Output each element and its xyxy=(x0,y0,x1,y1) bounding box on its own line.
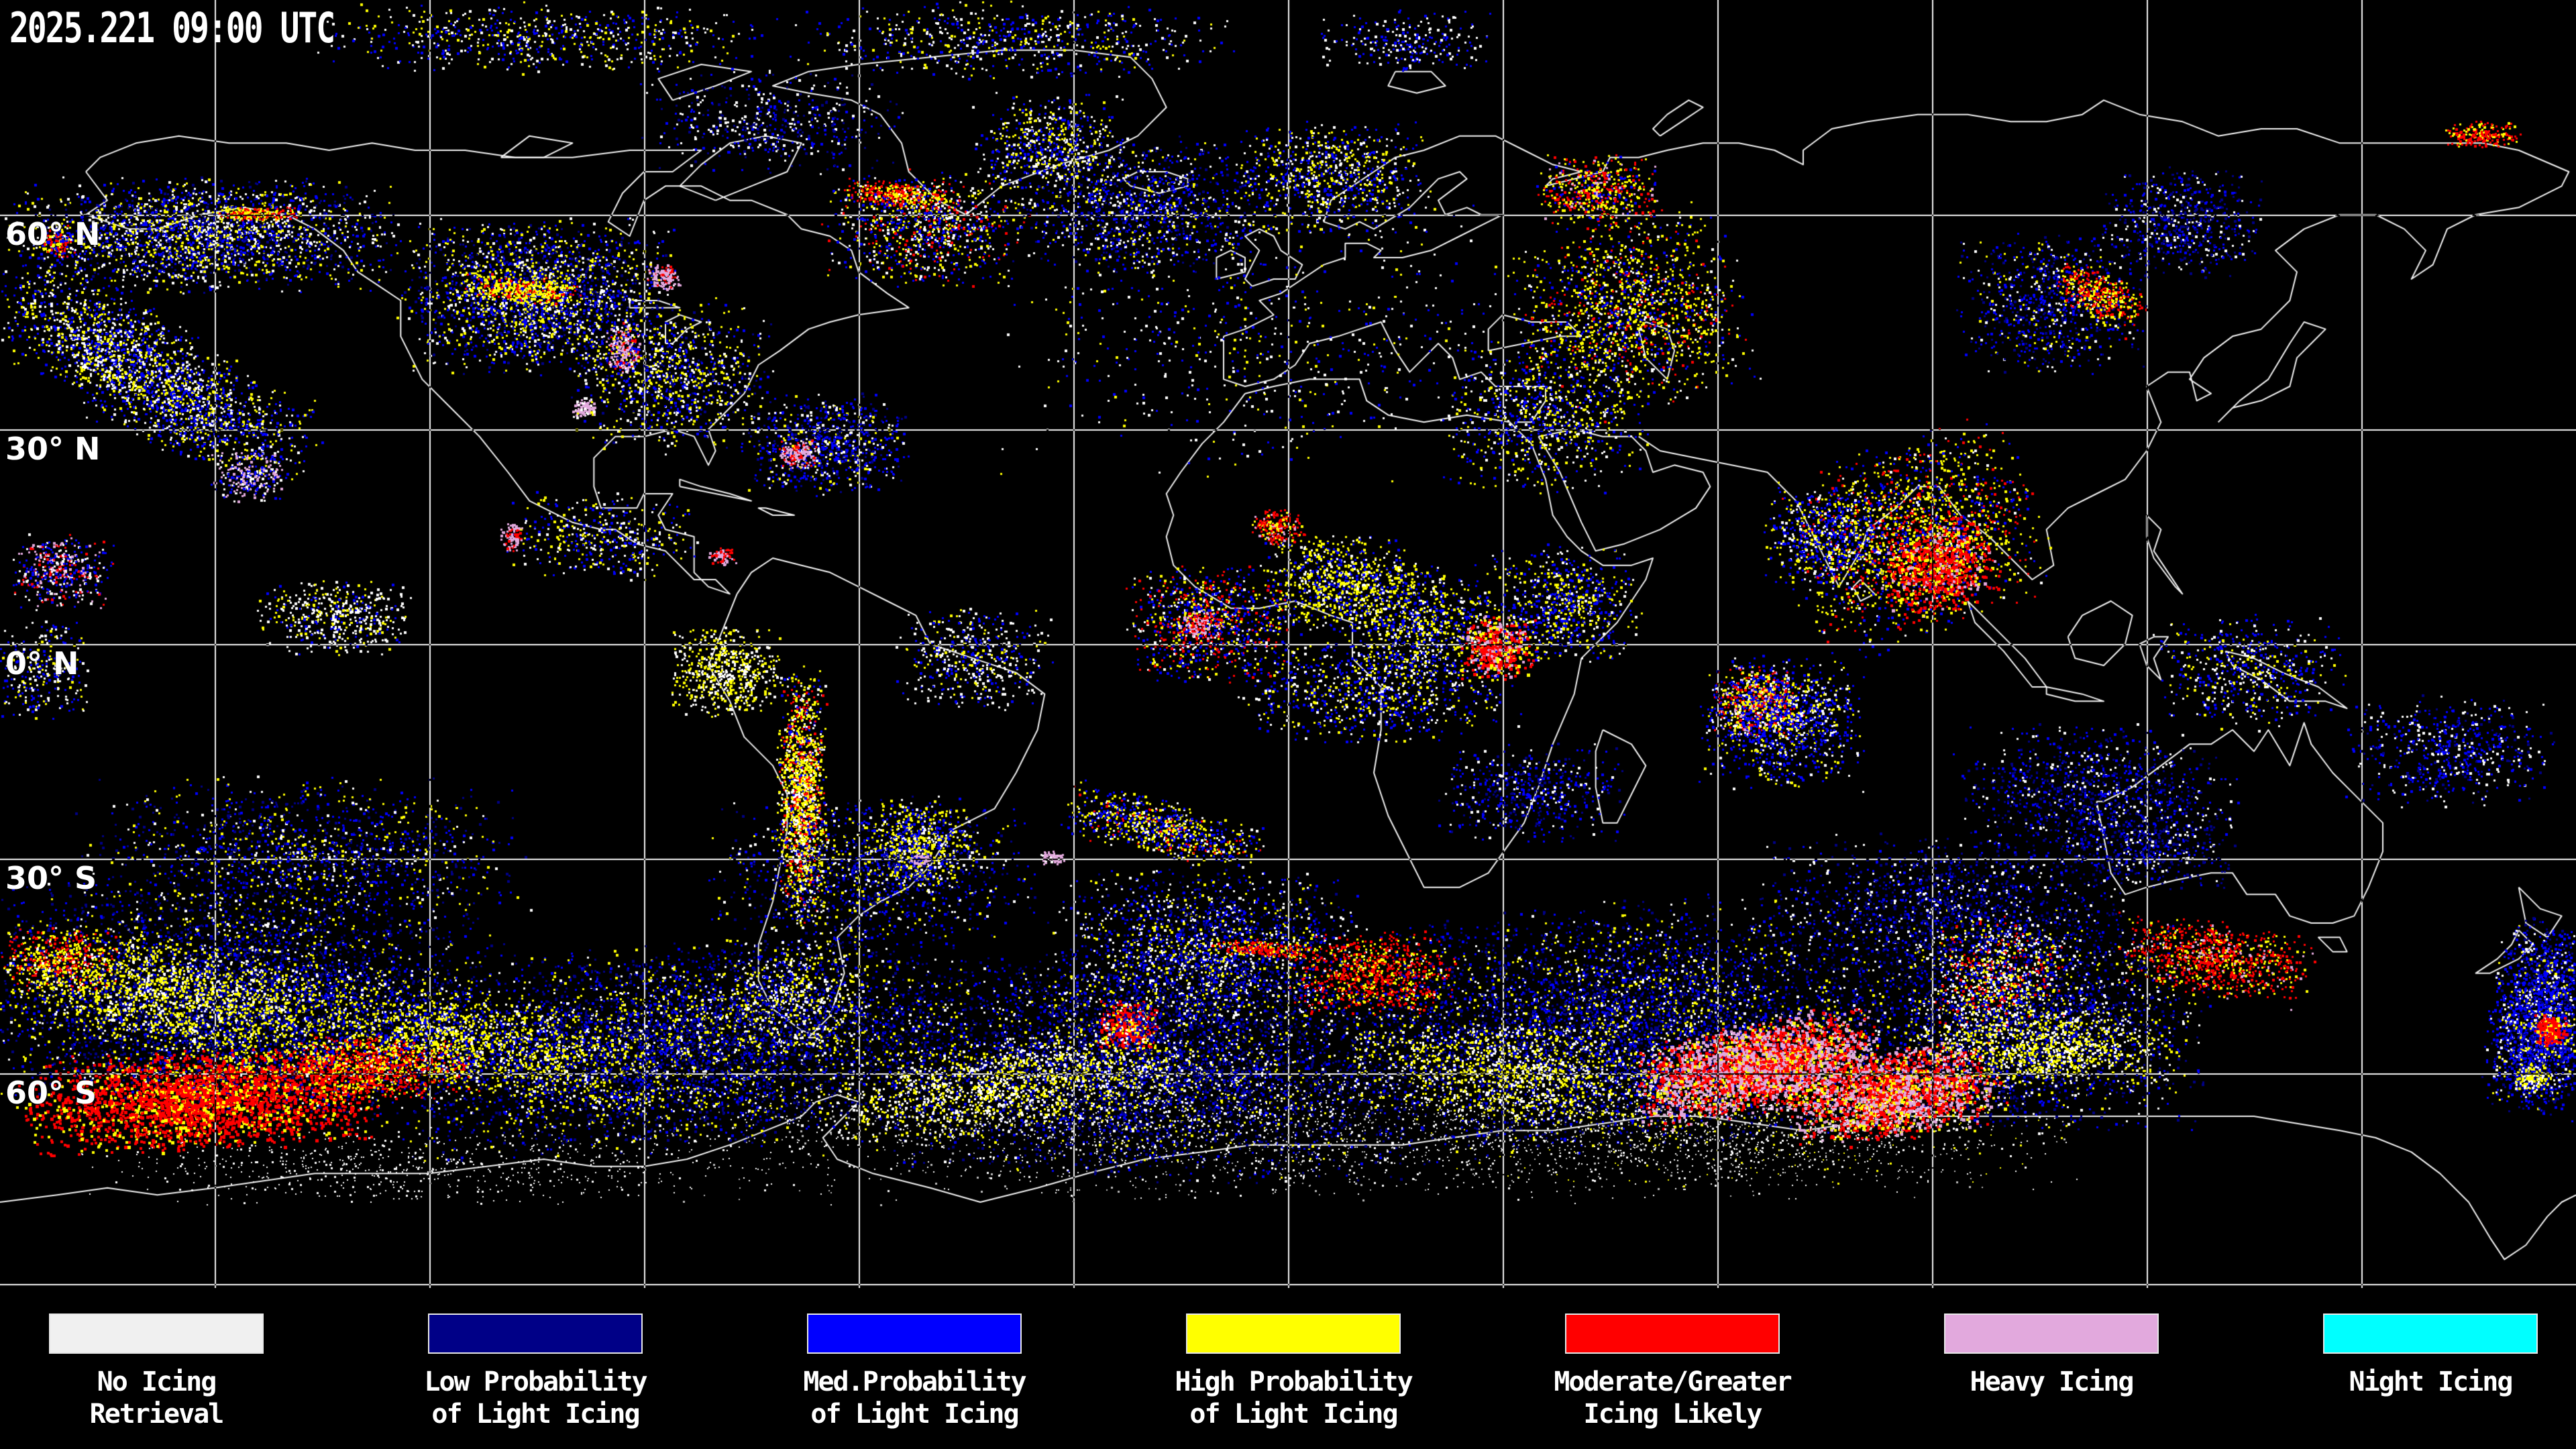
lat-label-30-n: 30° N xyxy=(5,431,101,467)
legend-label-line: Med.Probability xyxy=(803,1366,1026,1397)
legend-label-line: of Light Icing xyxy=(431,1399,640,1430)
world-map: 2025.221 09:00 UTC 60° N 30° N 0° N 30° S 60… xyxy=(0,0,2576,1288)
legend-label-line: No Icing xyxy=(97,1366,217,1397)
legend-swatch-high-probability-of-light-icing xyxy=(1186,1313,1401,1354)
icing-map-canvas xyxy=(0,0,2576,1288)
legend-label-line: Icing Likely xyxy=(1583,1399,1763,1430)
legend-swatch-moderate-greater-icing-likely xyxy=(1565,1313,1780,1354)
legend-label-moderate-greater-icing-likely: Moderate/Greater Icing Likely xyxy=(1532,1366,1813,1430)
legend-swatch-low-probability-of-light-icing xyxy=(428,1313,643,1354)
legend-label-heavy-icing: Heavy Icing xyxy=(1911,1366,2192,1398)
legend-label-line: Retrieval xyxy=(89,1399,225,1430)
legend-swatch-heavy-icing xyxy=(1944,1313,2159,1354)
legend-label-line: Heavy Icing xyxy=(1970,1366,2135,1397)
lat-label-60-s: 60° S xyxy=(5,1075,97,1111)
legend-item-no-icing-retrieval: No Icing Retrieval xyxy=(15,1288,297,1430)
legend-label-no-icing-retrieval: No Icing Retrieval xyxy=(15,1366,297,1430)
legend-swatch-no-icing-retrieval xyxy=(49,1313,264,1354)
timestamp-title: 2025.221 09:00 UTC xyxy=(9,4,335,53)
legend-label-line: of Light Icing xyxy=(1189,1399,1398,1430)
legend-label-night-icing: Night Icing xyxy=(2290,1366,2571,1398)
legend-item-heavy-icing: Heavy Icing xyxy=(1911,1288,2192,1398)
legend-item-night-icing: Night Icing xyxy=(2290,1288,2571,1398)
legend-swatch-night-icing xyxy=(2323,1313,2538,1354)
legend-item-moderate-greater-icing-likely: Moderate/Greater Icing Likely xyxy=(1532,1288,1813,1430)
legend-label-high-probability-of-light-icing: High Probability of Light Icing xyxy=(1152,1366,1434,1430)
lat-label-60-n: 60° N xyxy=(5,216,101,252)
legend-label-line: High Probability xyxy=(1175,1366,1413,1397)
legend-item-high-probability-of-light-icing: High Probability of Light Icing xyxy=(1152,1288,1434,1430)
legend-label-line: Moderate/Greater xyxy=(1554,1366,1792,1397)
lat-label-0-n: 0° N xyxy=(5,645,79,682)
legend-label-line: of Light Icing xyxy=(810,1399,1019,1430)
legend: No Icing Retrieval Low Probability of Light… xyxy=(0,1288,2576,1449)
legend-swatch-med-probability-of-light-icing xyxy=(807,1313,1022,1354)
legend-label-med-probability-of-light-icing: Med.Probability of Light Icing xyxy=(773,1366,1055,1430)
lat-label-30-s: 30° S xyxy=(5,860,97,896)
legend-item-med-probability-of-light-icing: Med.Probability of Light Icing xyxy=(773,1288,1055,1430)
legend-label-line: Night Icing xyxy=(2349,1366,2514,1397)
legend-label-low-probability-of-light-icing: Low Probability of Light Icing xyxy=(394,1366,676,1430)
legend-label-line: Low Probability xyxy=(424,1366,647,1397)
legend-item-low-probability-of-light-icing: Low Probability of Light Icing xyxy=(394,1288,676,1430)
